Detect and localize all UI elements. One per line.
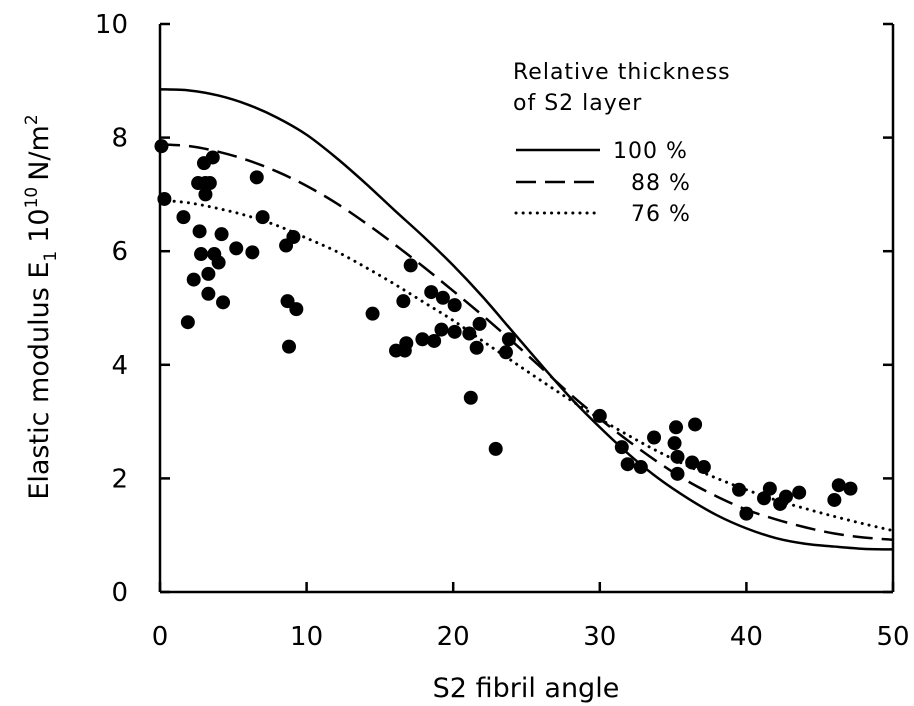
data-point (396, 294, 411, 309)
data-point (427, 333, 442, 348)
data-point (192, 224, 207, 239)
data-point (214, 227, 229, 242)
data-point (216, 295, 231, 310)
y-ticks: 0 2 4 6 8 10 (95, 10, 893, 608)
data-point (463, 390, 478, 405)
data-point (462, 326, 477, 341)
curve-dotted (158, 198, 895, 533)
data-point (289, 302, 304, 317)
y-axis-title-subscript: 1 (41, 251, 61, 262)
data-point (831, 478, 846, 493)
data-point (670, 449, 685, 464)
data-point (778, 489, 793, 504)
data-point (186, 272, 201, 287)
x-tick-label: 30 (583, 622, 616, 652)
data-point (762, 481, 777, 496)
data-point (201, 266, 216, 281)
data-point (843, 481, 858, 496)
x-ticks: 0 10 20 30 40 50 (152, 582, 910, 652)
y-tick-label: 2 (111, 464, 128, 494)
x-tick-label: 50 (876, 622, 909, 652)
data-point (647, 430, 662, 445)
y-tick-label: 10 (95, 10, 128, 40)
y-tick-label: 4 (111, 351, 128, 381)
data-point (633, 460, 648, 475)
data-point (211, 255, 226, 270)
data-point (201, 286, 216, 301)
data-point (670, 466, 685, 481)
data-point (688, 417, 703, 432)
data-point (434, 322, 449, 337)
plot-frame (158, 24, 895, 594)
data-point (501, 332, 516, 347)
y-axis-title-scale-base: 10 (24, 208, 55, 242)
data-point (614, 440, 629, 455)
legend-title-line2: of S2 layer (513, 91, 642, 116)
legend-entry-100: 100 % (613, 139, 688, 164)
legend: Relative thickness of S2 layer 100 % 88 … (513, 60, 731, 227)
y-axis-title-unit: N/m (24, 125, 55, 181)
y-axis-title-scale-exp: 10 (22, 187, 42, 209)
data-point (424, 285, 439, 300)
curve-solid (159, 88, 894, 551)
data-point (669, 420, 684, 435)
data-point (498, 345, 513, 360)
data-point (229, 241, 244, 256)
data-point (685, 455, 700, 470)
data-point (194, 247, 209, 262)
data-point (202, 176, 217, 191)
data-point (592, 408, 607, 423)
x-tick-label: 0 (152, 622, 169, 652)
data-point (696, 460, 711, 475)
legend-entry-88: 88 % (631, 171, 691, 196)
x-tick-label: 40 (730, 622, 763, 652)
x-tick-label: 10 (290, 622, 323, 652)
y-tick-label: 0 (111, 578, 128, 608)
data-point (792, 485, 807, 500)
y-tick-label: 6 (111, 237, 128, 267)
data-point (667, 436, 682, 451)
data-point (249, 170, 264, 185)
data-point (732, 482, 747, 497)
data-point (488, 441, 503, 456)
data-point (827, 492, 842, 507)
data-point (472, 316, 487, 331)
data-point (447, 324, 462, 339)
x-tick-label: 20 (437, 622, 470, 652)
data-point (286, 230, 301, 244)
data-point (399, 336, 414, 351)
data-point (469, 340, 484, 355)
data-point (739, 506, 754, 521)
data-point (205, 150, 220, 165)
x-axis-title: S2 fibril angle (433, 673, 620, 704)
data-point (255, 210, 270, 225)
y-tick-label: 8 (111, 124, 128, 154)
data-point (365, 306, 380, 321)
data-point (176, 210, 191, 225)
data-point (435, 290, 450, 305)
data-point (198, 187, 213, 202)
data-point (154, 139, 169, 154)
data-point (282, 339, 297, 354)
data-point (447, 298, 462, 313)
data-point (180, 315, 195, 330)
y-axis-title-main: Elastic modulus E (24, 262, 55, 500)
legend-entry-76: 76 % (631, 202, 691, 227)
data-points (154, 139, 858, 521)
y-axis-title: Elastic modulus E1 1010 N/m2 (22, 114, 61, 499)
data-point (157, 191, 172, 206)
y-axis-title-unit-exp: 2 (22, 114, 42, 125)
legend-title-line1: Relative thickness (513, 60, 731, 85)
model-curves (158, 88, 895, 551)
data-point (415, 332, 430, 347)
data-point (620, 457, 635, 472)
data-point (245, 245, 260, 260)
curve-dashed (159, 143, 894, 541)
data-point (403, 258, 418, 273)
